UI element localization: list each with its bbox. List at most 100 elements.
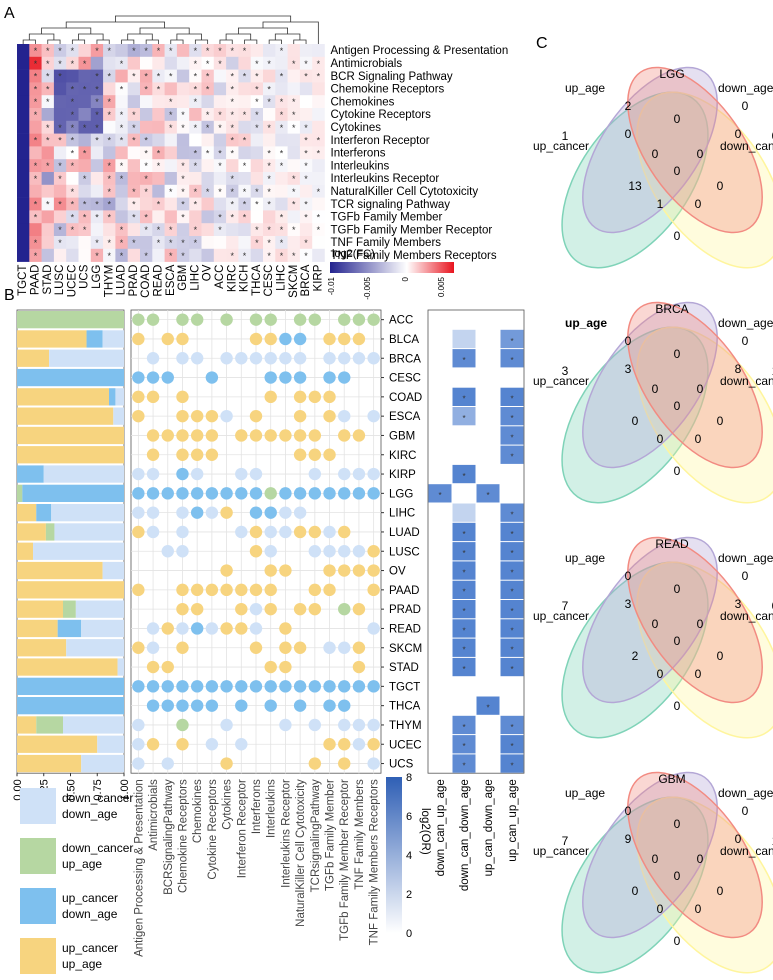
heatmap-cell [176, 120, 190, 134]
venn-set-label: up_cancer [533, 139, 589, 153]
cancer-label: CESC [389, 373, 421, 385]
significance-mark: * [267, 225, 271, 235]
significance-mark: * [120, 110, 124, 120]
venn-count: 2 [625, 99, 632, 113]
heatmap-cell [250, 82, 264, 96]
heatmap-cell [90, 69, 104, 83]
panel-b: B0.000.250.500.751.00down_cancerdown_age… [4, 287, 525, 974]
colorbar [330, 262, 454, 273]
heatmap-cell [78, 56, 92, 70]
heatmap-col-label: THYM [103, 265, 115, 298]
significance-mark: * [132, 46, 136, 56]
heatmap-cell [66, 95, 79, 109]
heatmap-cell [250, 184, 264, 198]
panel-label-a: A [4, 5, 15, 22]
dot [323, 738, 336, 751]
venn-down-cancer [636, 796, 773, 974]
venn-count: 3 [625, 597, 632, 611]
heatmap-cell [152, 184, 165, 198]
dot [176, 409, 189, 423]
heatmap-cell [226, 172, 239, 186]
bar-segment [17, 600, 64, 618]
significance-mark: * [280, 225, 284, 235]
venn-set-label: down_age [718, 786, 773, 800]
significance-mark: * [280, 161, 284, 171]
heatmap-cell [250, 133, 264, 147]
pathway-label: Antigen Processing & Presentation [133, 779, 145, 957]
venn-count: 0 [742, 804, 749, 818]
dot [190, 583, 204, 597]
dot [323, 448, 336, 461]
significance-mark: * [46, 136, 50, 146]
venn-count: 1 [657, 197, 664, 211]
heatmap-cell [275, 146, 288, 160]
heatmap-cell [90, 44, 104, 58]
dot [249, 352, 263, 365]
heatmap-cell [53, 108, 67, 122]
heatmap-cell [287, 223, 301, 237]
heatmap-cell [238, 184, 251, 198]
heatmap-cell [103, 56, 116, 70]
venn-count: 13 [628, 179, 642, 193]
heatmap-cell [299, 184, 313, 198]
or-significance: * [510, 646, 513, 655]
venn-up-cancer [561, 91, 709, 269]
heatmap-cell [213, 223, 227, 237]
heatmap-cell [41, 108, 55, 122]
cancer-label: LGG [389, 488, 413, 500]
dot [249, 313, 263, 326]
heatmap-cell [78, 82, 92, 96]
heatmap-cell [238, 108, 251, 122]
heatmap-cell [90, 197, 104, 211]
pathway-label: Chemokine Receptors [177, 779, 189, 893]
heatmap-cell [164, 69, 178, 83]
dot [338, 332, 351, 346]
heatmap-cell [152, 197, 165, 211]
significance-mark: * [280, 46, 284, 56]
heatmap-cell [66, 133, 79, 147]
heatmap-cell [90, 120, 104, 134]
dot [146, 641, 160, 654]
venn-count: 0 [674, 869, 681, 883]
dot [367, 467, 380, 481]
heatmap-cell [78, 248, 92, 262]
heatmap-cell [127, 133, 141, 147]
significance-mark: * [230, 136, 234, 146]
significance-mark: * [107, 161, 111, 171]
dot [176, 622, 189, 635]
heatmap-cell [213, 172, 227, 186]
or-significance: * [462, 588, 465, 597]
heatmap-col-label: PRAD [128, 265, 140, 297]
significance-mark: * [95, 136, 99, 146]
heatmap-cell [66, 120, 79, 134]
heatmap-cell [127, 159, 141, 173]
or-frame [427, 309, 525, 774]
dot [161, 371, 174, 384]
venn-count: 0 [674, 112, 681, 126]
significance-mark: * [95, 110, 99, 120]
heatmap-col-label: KIRP [312, 264, 324, 291]
pathway-label: TGFb Family Member Receptor [339, 779, 351, 941]
heatmap-cell [17, 146, 30, 160]
cancer-label: PAAD [389, 585, 419, 597]
heatmap-cell [275, 82, 288, 96]
dot [293, 332, 307, 346]
significance-mark: * [267, 123, 271, 133]
significance-mark: * [107, 46, 111, 56]
heatmap-cell [41, 95, 55, 109]
heatmap-cell [201, 159, 215, 173]
heatmap-cell [164, 133, 178, 147]
dot [249, 545, 263, 558]
heatmap-cell [127, 82, 141, 96]
heatmap-cell [226, 95, 239, 109]
venn-count: 0 [625, 334, 632, 348]
heatmap-cell [140, 133, 153, 147]
venn-count: 0 [742, 334, 749, 348]
heatmap-cell [115, 108, 128, 122]
heatmap-cell [17, 82, 30, 96]
heatmap-row-label: TGFb Family Member [331, 212, 443, 224]
significance-mark: * [194, 225, 198, 235]
heatmap-cell [152, 69, 165, 83]
heatmap-cell [164, 184, 178, 198]
legend-swatch [20, 938, 56, 974]
